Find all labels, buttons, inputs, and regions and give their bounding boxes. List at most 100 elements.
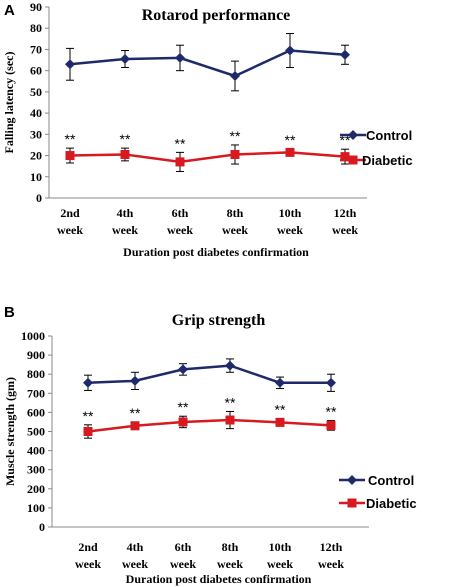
y-tick-label: 60 [30,64,42,78]
series-line [87,364,331,385]
data-point [65,151,75,161]
legend-label: Control [368,473,414,488]
data-point [120,53,130,64]
data-point [175,52,185,63]
x-tick-label: 12th [334,206,357,220]
data-point [340,152,350,162]
data-point [65,59,75,70]
series-control [83,358,336,392]
y-tick-label: 200 [27,482,45,496]
y-tick-label: 90 [30,0,42,14]
data-point [83,377,93,388]
data-point [175,157,185,167]
data-point [285,45,295,56]
series-diabetic: ** ** ** ** ** ** [65,128,351,172]
data-point [230,70,240,81]
y-tick-label: 70 [30,42,42,56]
significance-annotation: ** [230,128,241,144]
data-point [83,427,93,436]
y-axis-label: Falling latency (sec) [2,52,16,154]
legend-label: Control [366,128,412,143]
legend: Control Diabetic [339,473,417,511]
legend-item-control: Control [340,128,412,143]
data-point [285,147,295,157]
legend-label: Diabetic [362,153,413,168]
x-tick-label: 10th [269,540,292,554]
data-point [120,149,130,159]
x-tick-label: week [277,223,303,237]
x-tick-label: week [332,223,358,237]
y-tick-label: 30 [30,127,42,141]
y-tick-label: 700 [27,386,45,400]
y-tick-label: 80 [30,21,42,35]
legend-marker [348,130,358,140]
series-line [69,151,346,164]
x-tick-label: 8th [227,206,244,220]
significance-annotation: ** [65,131,76,147]
x-tick-label: week [122,557,148,571]
significance-annotation: ** [120,131,131,147]
legend-item-diabetic: Diabetic [340,153,413,168]
y-tick-label: 0 [36,191,42,205]
x-tick-label: 6th [172,206,189,220]
panel-letter: B [4,304,15,321]
data-point [225,415,235,425]
chart-panel-b: B Grip strength 0 100 200 300 400 500 600 700 800 9… [3,304,417,586]
significance-annotation: ** [83,408,94,424]
data-point [230,149,240,159]
y-tick-label: 400 [27,444,45,458]
y-axis-label: Muscle strength (gm) [3,377,17,486]
significance-annotation: ** [130,405,141,421]
series-control [65,33,350,92]
x-tick-label: week [112,223,138,237]
x-tick-label: 6th [175,540,192,554]
x-tick-label: week [167,223,193,237]
x-tick-label: week [57,223,83,237]
significance-annotation: ** [175,135,186,151]
data-point [178,417,188,427]
y-tick-label: 600 [27,405,45,419]
data-point [130,421,140,431]
y-tick-label: 800 [27,367,45,381]
data-point [326,420,336,430]
x-axis-label: Duration post diabetes confirmation [123,245,309,259]
data-point [130,375,140,386]
x-tick-label: 4th [117,206,134,220]
panel-letter: A [4,2,15,19]
series-line [69,49,346,78]
chart-title: Rotarod performance [142,7,291,24]
x-tick-label: 10th [279,206,302,220]
x-tick-label: 4th [127,540,144,554]
y-tick-label: 50 [30,85,42,99]
series-line [87,418,332,433]
x-tick-label: 8th [222,540,239,554]
x-tick-label: week [222,223,248,237]
x-tick-label: week [217,557,243,571]
legend-marker [348,155,358,165]
legend-item-diabetic: Diabetic [339,496,417,511]
x-tick-label: 2nd [78,540,98,554]
legend-label: Diabetic [366,496,417,511]
y-tick-label: 1000 [21,329,45,343]
y-tick-label: 100 [27,501,45,515]
y-tick-label: 40 [30,106,42,120]
chart-title: Grip strength [172,312,266,329]
x-tick-label: week [267,557,293,571]
significance-annotation: ** [178,399,189,415]
data-point [326,377,336,388]
data-point [275,377,285,388]
data-point [340,49,350,60]
data-point [225,360,235,371]
x-axis-label: Duration post diabetes confirmation [126,572,312,586]
legend-item-control: Control [339,473,414,488]
legend-marker [347,498,357,508]
x-tick-label: 12th [320,540,343,554]
significance-annotation: ** [225,394,236,410]
significance-annotation: ** [275,402,286,418]
legend-marker [347,475,357,485]
series-diabetic: ** ** ** ** ** ** [83,394,337,439]
y-tick-label: 20 [30,149,42,163]
data-point [178,364,188,375]
y-tick-label: 0 [39,520,45,534]
